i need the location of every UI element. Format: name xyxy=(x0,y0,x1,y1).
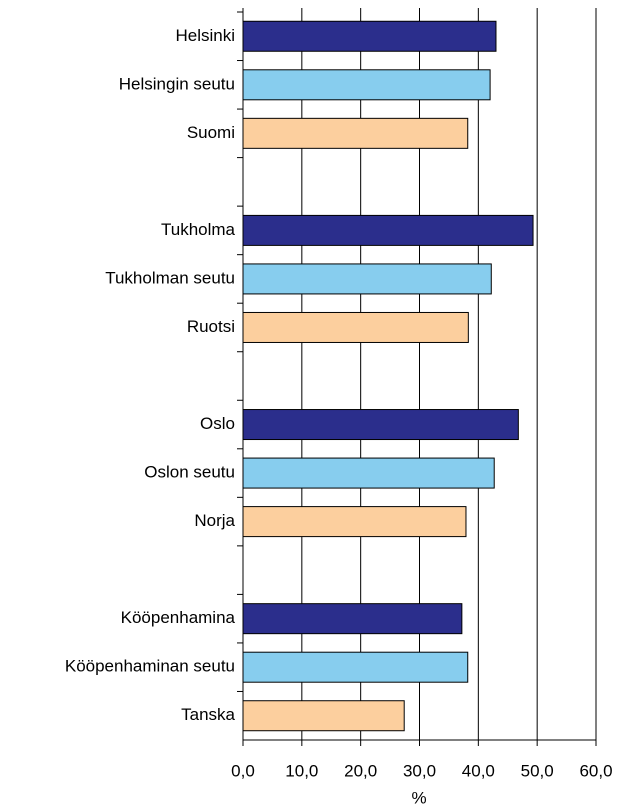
bar xyxy=(242,20,497,52)
x-axis-label: % xyxy=(411,788,426,807)
bar xyxy=(242,263,492,295)
bar xyxy=(242,311,469,343)
bar xyxy=(242,214,534,246)
x-tick-label: 60,0 xyxy=(579,761,612,780)
y-tick-label: Kööpenhaminan seutu xyxy=(65,657,235,676)
y-tick-label: Oslon seutu xyxy=(144,463,235,482)
x-tick-label: 0,0 xyxy=(231,761,255,780)
x-tick-label: 20,0 xyxy=(344,761,377,780)
bar xyxy=(242,69,491,101)
y-tick-label: Suomi xyxy=(187,123,235,142)
y-tick-label: Norja xyxy=(194,511,235,530)
bar xyxy=(242,409,519,441)
y-tick-label: Ruotsi xyxy=(187,317,235,336)
x-tick-label: 30,0 xyxy=(403,761,436,780)
bar xyxy=(242,603,463,635)
y-tick-label: Oslo xyxy=(200,414,235,433)
bar xyxy=(242,506,467,538)
bar xyxy=(242,117,469,149)
y-tick-label: Helsinki xyxy=(175,26,235,45)
y-tick-label: Helsingin seutu xyxy=(119,74,235,93)
x-tick-label: 40,0 xyxy=(462,761,495,780)
y-tick-label: Tanska xyxy=(181,705,235,724)
bar xyxy=(242,457,495,489)
y-tick-label: Tukholman seutu xyxy=(105,268,235,287)
x-tick-label: 50,0 xyxy=(521,761,554,780)
bar xyxy=(242,700,405,732)
y-tick-label: Kööpenhamina xyxy=(121,608,236,627)
y-tick-label: Tukholma xyxy=(161,220,236,239)
bar xyxy=(242,651,469,683)
x-tick-label: 10,0 xyxy=(285,761,318,780)
